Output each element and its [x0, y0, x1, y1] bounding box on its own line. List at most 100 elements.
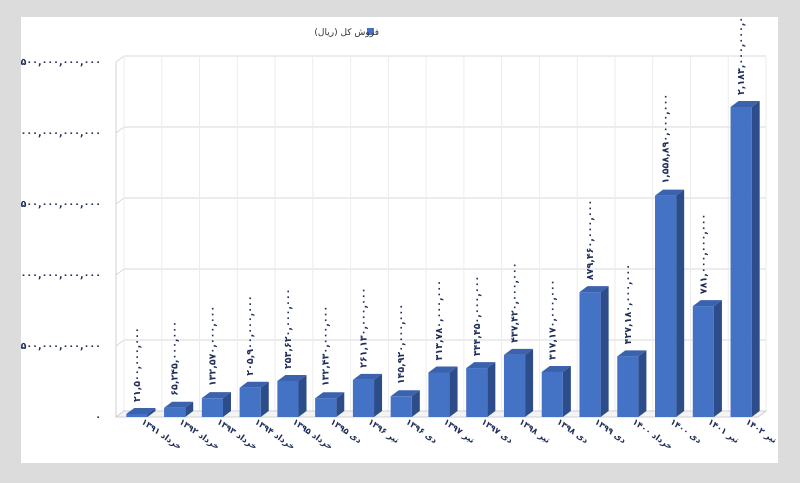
bar-front	[352, 379, 375, 417]
y-tick-label: ۰	[95, 412, 101, 423]
bar-side	[600, 286, 609, 417]
x-tick-label: تیر ۱۳۹۷	[441, 417, 476, 446]
bar	[277, 374, 307, 417]
bar-top	[617, 350, 647, 357]
x-tick-label: دی ۱۳۹۷	[479, 417, 515, 446]
bar	[201, 392, 231, 417]
bar-front	[239, 387, 261, 417]
bar-front	[315, 398, 337, 417]
data-label: ۲۰۵,۹۰۰,۰۰۰,۰۰۰	[245, 295, 256, 375]
data-label: ۲۵۳,۶۲۰,۰۰۰,۰۰۰	[283, 289, 294, 369]
gridlines	[115, 55, 767, 418]
bar-top	[428, 366, 458, 373]
bar-front	[466, 368, 488, 417]
y-axis: ۰ ۵۰۰,۰۰۰,۰۰۰,۰۰۰ ۱,۰۰۰,۰۰۰,۰۰۰,۰۰۰ ۱,۵۰۰,۰…	[21, 57, 101, 423]
bar	[164, 401, 194, 417]
data-label: ۳۴۴,۴۵۰,۰۰۰,۰۰۰	[472, 276, 483, 356]
bars	[126, 101, 760, 417]
bar	[541, 365, 571, 417]
data-label: ۲۶۱,۱۳۰,۰۰۰,۰۰۰	[358, 287, 369, 367]
x-tick-label: دی ۱۴۰۰	[668, 417, 704, 446]
legend: فروش کل (ریال)	[314, 28, 379, 38]
bar	[655, 189, 685, 417]
bar-front	[730, 107, 752, 417]
bar-top	[730, 101, 760, 108]
data-label: ۴۲۷,۱۸۰,۰۰۰,۰۰۰	[623, 264, 634, 344]
data-label: ۱۴۵,۹۲۰,۰۰۰,۰۰۰	[396, 304, 407, 384]
bar-top	[164, 401, 194, 408]
bar-side	[411, 390, 420, 417]
x-tick-label: خرداد ۱۳۹۱	[139, 417, 183, 452]
data-labels: ۲۱,۵۰۰,۰۰۰,۰۰۰ ۶۵,۲۴۵,۰۰۰,۰۰۰ ۱۳۲,۵۷۰,۰۰۰,…	[132, 17, 747, 402]
bar-top	[579, 286, 609, 293]
bar-side	[185, 401, 194, 417]
bar-front	[277, 380, 299, 417]
bar-front	[503, 354, 526, 417]
bar-side	[751, 101, 760, 417]
y-tick-label: ۵۰۰,۰۰۰,۰۰۰,۰۰۰	[21, 341, 101, 352]
bar	[352, 373, 383, 417]
x-tick-label: تیر ۱۴۰۲	[743, 417, 778, 446]
bar-top	[239, 381, 269, 388]
x-tick-label: تیر ۱۳۹۸	[517, 417, 552, 446]
data-label: ۴۳۷,۴۲۰,۰۰۰,۰۰۰	[510, 262, 521, 342]
bar-top	[503, 348, 534, 355]
bar	[390, 390, 420, 417]
data-label: ۳۱۷,۱۷۰,۰۰۰,۰۰۰	[547, 280, 558, 360]
bar-top	[352, 373, 383, 380]
bar-side	[260, 381, 269, 417]
bar-front	[126, 413, 148, 417]
bar-side	[336, 392, 345, 417]
x-tick-label: خرداد ۱۳۹۲	[177, 417, 221, 452]
bar-top	[466, 362, 496, 369]
bar-front	[617, 356, 639, 417]
bar	[315, 392, 345, 417]
data-label: ۸۷۹,۴۶۰,۰۰۰,۰۰۰	[585, 200, 596, 280]
x-tick-label: تیر ۱۳۹۶	[366, 417, 401, 446]
data-label: ۲۱,۵۰۰,۰۰۰,۰۰۰	[132, 327, 143, 402]
bar	[579, 286, 609, 417]
bar-side	[449, 366, 458, 417]
x-tick-label: خرداد ۱۳۹۴	[252, 417, 296, 452]
bar-top	[541, 365, 571, 372]
bar-front	[692, 306, 714, 417]
gridline-diag	[115, 197, 125, 205]
gridline-diag	[115, 126, 125, 134]
bar-top	[201, 392, 231, 399]
bar-side	[713, 300, 722, 417]
bar-chart: ۰ ۵۰۰,۰۰۰,۰۰۰,۰۰۰ ۱,۰۰۰,۰۰۰,۰۰۰,۰۰۰ ۱,۵۰۰,۰…	[21, 17, 778, 452]
legend-swatch	[367, 28, 374, 35]
bar-front	[201, 398, 223, 417]
bar-side	[222, 392, 231, 417]
x-tick-label: تیر ۱۴۰۱	[706, 417, 741, 446]
x-tick-label: خرداد ۱۳۹۵	[290, 417, 334, 452]
bar	[466, 362, 496, 417]
y-tick-label: ۲,۵۰۰,۰۰۰,۰۰۰,۰۰۰	[21, 57, 101, 68]
bar-side	[562, 365, 571, 417]
bar-side	[676, 189, 685, 417]
bar-top	[126, 407, 156, 414]
bar-top	[277, 374, 307, 381]
bar-top	[655, 189, 685, 196]
bar-front	[428, 372, 450, 417]
gridline-diag	[115, 268, 125, 276]
data-label: ۱۳۲,۵۷۰,۰۰۰,۰۰۰	[207, 306, 218, 386]
data-label: ۲,۱۸۳,۰۰۰,۰۰۰,۰۰۰	[736, 17, 747, 95]
bar	[428, 366, 458, 417]
x-tick-label: دی ۱۳۹۵	[328, 417, 364, 446]
x-tick-label: خرداد ۱۴۰۰	[630, 417, 674, 452]
bar-front	[655, 195, 677, 417]
bar-front	[164, 407, 186, 417]
bar-side	[487, 362, 496, 417]
bar	[692, 300, 722, 417]
y-tick-label: ۱,۰۰۰,۰۰۰,۰۰۰,۰۰۰	[21, 270, 101, 281]
bar	[239, 381, 269, 417]
y-tick-label: ۱,۵۰۰,۰۰۰,۰۰۰,۰۰۰	[21, 199, 101, 210]
bar-front	[390, 396, 412, 417]
bar	[617, 350, 647, 417]
gridline-diag	[115, 339, 125, 347]
gridline-diag	[115, 55, 125, 63]
x-tick-label: دی ۱۳۹۸	[555, 417, 591, 446]
x-tick-label: خرداد ۱۳۹۳	[215, 417, 259, 452]
